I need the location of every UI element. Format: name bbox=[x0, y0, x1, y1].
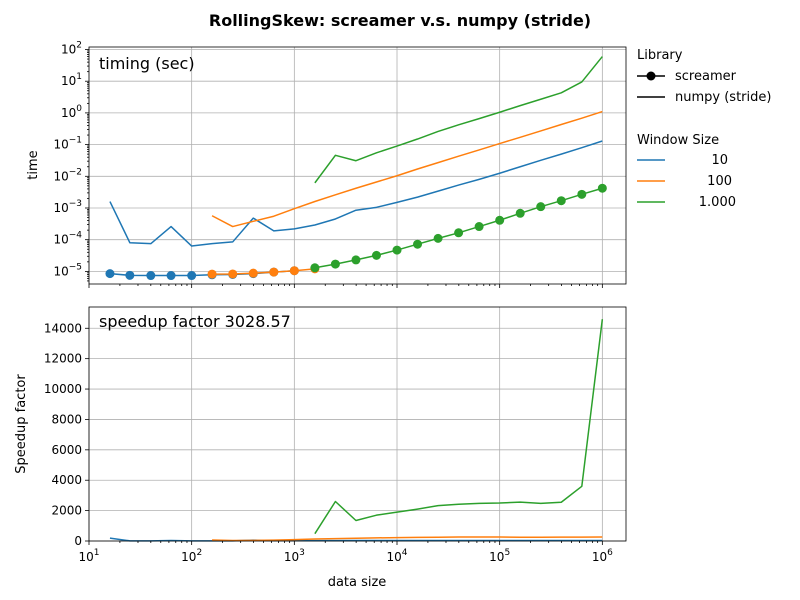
speedup-xtick-label: 101 bbox=[78, 548, 99, 564]
legend-window-100-label: 100 bbox=[707, 174, 732, 189]
timing-screamer-window-1000-point bbox=[454, 228, 464, 238]
speedup-xtick-label: 102 bbox=[181, 548, 202, 564]
legend: Library screamer numpy (stride) Window S… bbox=[637, 48, 771, 210]
timing-screamer-window-1000-point bbox=[515, 208, 525, 218]
timing-ytick-label: 10−4 bbox=[53, 231, 82, 247]
timing-screamer-window-1000-point bbox=[577, 189, 587, 199]
speedup-axes-frame bbox=[88, 306, 627, 542]
timing-screamer-window-10-point bbox=[105, 269, 115, 279]
timing-series bbox=[105, 56, 607, 281]
speedup-speedup-window-1000-line bbox=[314, 319, 604, 535]
speedup-ytick-label: 14000 bbox=[44, 321, 82, 335]
timing-screamer-window-10-point bbox=[166, 271, 176, 281]
timing-numpy-window-1000-line bbox=[314, 56, 603, 184]
legend-numpy-label: numpy (stride) bbox=[675, 90, 771, 105]
legend-window-1000-label: 1.000 bbox=[699, 195, 736, 210]
speedup-ytick-label: 6000 bbox=[51, 443, 82, 457]
speedup-xtick-label: 104 bbox=[386, 548, 407, 564]
speedup-ytick-label: 0 bbox=[74, 534, 82, 548]
timing-ticks: 10−5 10−4 10−3 10−2 10−1 100 101 102 bbox=[53, 41, 603, 288]
timing-screamer-window-1000-point bbox=[413, 239, 423, 249]
timing-ytick-label: 10−3 bbox=[53, 199, 82, 215]
timing-screamer-window-1000-point bbox=[310, 263, 320, 273]
speedup-xtick-label: 105 bbox=[489, 548, 510, 564]
timing-grid bbox=[88, 47, 626, 284]
timing-screamer-window-1000-point bbox=[392, 245, 402, 255]
timing-ytick-label: 10−1 bbox=[53, 136, 82, 152]
speedup-ytick-label: 10000 bbox=[44, 382, 82, 396]
timing-screamer-window-100-point bbox=[228, 269, 238, 279]
speedup-annotation: speedup factor 3028.57 bbox=[99, 312, 291, 331]
speedup-xlabel: data size bbox=[328, 575, 387, 590]
speedup-series bbox=[109, 319, 604, 542]
speedup-ytick-label: 2000 bbox=[51, 504, 82, 518]
legend-library-title: Library bbox=[637, 48, 683, 63]
figure-title: RollingSkew: screamer v.s. numpy (stride… bbox=[209, 11, 591, 30]
timing-ytick-label: 101 bbox=[61, 72, 82, 88]
speedup-xtick-label: 103 bbox=[284, 548, 305, 564]
timing-screamer-window-1000-point bbox=[433, 233, 443, 243]
timing-screamer-window-1000-point bbox=[371, 250, 381, 260]
timing-screamer-window-1000-point bbox=[351, 255, 361, 265]
timing-ytick-label: 102 bbox=[61, 41, 82, 57]
timing-screamer-window-100-point bbox=[207, 269, 217, 279]
speedup-ylabel: Speedup factor bbox=[14, 374, 29, 474]
timing-numpy-window-10-line bbox=[109, 140, 603, 247]
timing-annotation: timing (sec) bbox=[99, 54, 195, 73]
timing-screamer-window-1000-point bbox=[474, 222, 484, 232]
timing-numpy-window-100-line bbox=[211, 110, 603, 228]
timing-screamer-window-100-point bbox=[248, 268, 258, 278]
timing-ytick-label: 10−2 bbox=[53, 167, 82, 183]
legend-window-10-label: 10 bbox=[711, 153, 728, 168]
timing-screamer-window-1000-point bbox=[495, 215, 505, 225]
timing-screamer-window-100-point bbox=[269, 267, 279, 277]
timing-ytick-label: 100 bbox=[61, 104, 82, 120]
speedup-ticks: 101 102 103 104 105 106 0 2000 4000 6000 8000 10000… bbox=[44, 321, 613, 564]
speedup-ytick-label: 4000 bbox=[51, 473, 82, 487]
timing-screamer-window-1000-point bbox=[536, 202, 546, 212]
speedup-xtick-label: 106 bbox=[592, 548, 613, 564]
legend-window-title: Window Size bbox=[637, 133, 719, 148]
speedup-ytick-label: 12000 bbox=[44, 352, 82, 366]
timing-screamer-window-10-point bbox=[146, 271, 156, 281]
timing-screamer-window-100-point bbox=[289, 266, 299, 276]
timing-screamer-window-1000-point bbox=[556, 196, 566, 206]
timing-screamer-window-10-point bbox=[125, 270, 135, 280]
speedup-ytick-label: 8000 bbox=[51, 412, 82, 426]
speedup-speedup-window-100-line bbox=[212, 536, 603, 542]
timing-ylabel: time bbox=[26, 150, 41, 179]
timing-screamer-window-1000-point bbox=[597, 183, 607, 193]
timing-screamer-window-10-point bbox=[187, 271, 197, 281]
timing-panel: 10−5 10−4 10−3 10−2 10−1 100 101 102 timing (se… bbox=[26, 41, 627, 288]
timing-screamer-window-1000-point bbox=[330, 259, 340, 269]
timing-axes-frame bbox=[88, 46, 627, 285]
speedup-grid bbox=[88, 307, 626, 542]
timing-ytick-label: 10−5 bbox=[53, 262, 82, 278]
speedup-panel: 101 102 103 104 105 106 0 2000 4000 6000 8000 10000… bbox=[14, 306, 627, 590]
legend-screamer-marker bbox=[646, 71, 656, 81]
legend-screamer-label: screamer bbox=[675, 69, 737, 84]
